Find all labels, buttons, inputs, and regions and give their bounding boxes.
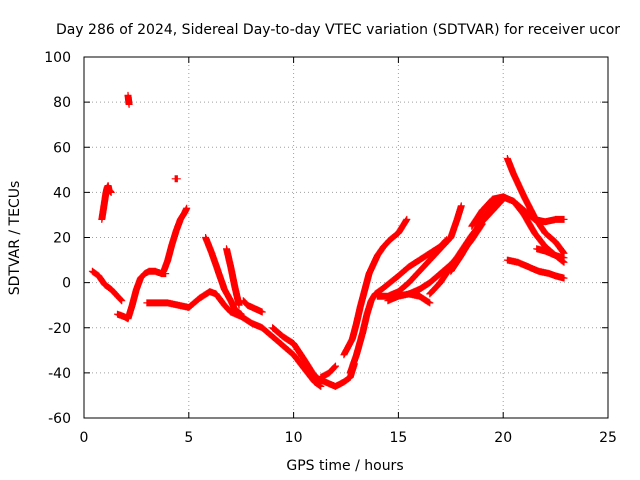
y-tick-label: 80 xyxy=(53,95,71,111)
data-point-markers xyxy=(239,297,266,316)
plot-frame xyxy=(83,56,609,419)
data-points xyxy=(88,91,568,390)
y-tick-label: -60 xyxy=(48,411,71,427)
grid xyxy=(84,57,608,418)
data-point-markers xyxy=(114,267,170,323)
series-arc4 xyxy=(124,91,133,108)
series-arc3 xyxy=(98,182,115,223)
series-arc23 xyxy=(503,256,568,282)
x-tick-label: 0 xyxy=(80,430,89,446)
data-point-markers xyxy=(533,245,568,262)
data-point-markers xyxy=(171,175,181,183)
series-arc10 xyxy=(239,297,266,316)
y-axis-ticks: -60 -40 -20 0 20 40 60 80 100 xyxy=(44,50,608,427)
series-arc6 xyxy=(160,204,191,275)
x-tick-label: 20 xyxy=(494,430,512,446)
series-arc1 xyxy=(88,267,126,305)
series-arc2 xyxy=(114,267,170,323)
series-arc22 xyxy=(503,155,568,257)
data-point-markers xyxy=(143,288,325,390)
series-arc13 xyxy=(317,362,339,381)
series-arc14 xyxy=(340,215,411,359)
data-point-markers xyxy=(340,215,411,359)
y-tick-label: -20 xyxy=(48,321,71,337)
data-point-markers xyxy=(124,91,133,108)
data-point-markers xyxy=(317,362,339,381)
data-point-markers xyxy=(98,182,115,223)
data-point-markers xyxy=(346,236,451,377)
y-tick-label: 100 xyxy=(44,50,71,66)
series-arc7 xyxy=(171,175,181,183)
x-tick-label: 15 xyxy=(389,430,407,446)
series-arc16 xyxy=(373,202,465,300)
series-arc9 xyxy=(223,245,243,309)
y-tick-label: 20 xyxy=(53,231,71,247)
data-point-markers xyxy=(160,204,191,275)
data-point-markers xyxy=(202,234,245,318)
x-tick-label: 5 xyxy=(184,430,193,446)
y-tick-label: 0 xyxy=(62,276,71,292)
chart-title: Day 286 of 2024, Sidereal Day-to-day VTE… xyxy=(56,22,620,38)
y-tick-label: 60 xyxy=(53,140,71,156)
series-arc5 xyxy=(143,288,325,390)
data-point-markers xyxy=(373,202,465,300)
x-axis-ticks: 0 5 10 15 20 25 xyxy=(80,57,617,446)
y-tick-label: -40 xyxy=(48,366,71,382)
data-point-markers xyxy=(503,256,568,282)
y-axis-label: SDTVAR / TECUs xyxy=(7,181,23,296)
y-tick-label: 40 xyxy=(53,185,71,201)
series-arc24 xyxy=(533,245,568,262)
data-point-markers xyxy=(88,267,126,305)
data-point-markers xyxy=(503,155,568,257)
series-arc8 xyxy=(202,234,245,318)
x-tick-label: 25 xyxy=(599,430,617,446)
data-point-markers xyxy=(223,245,243,309)
series-arc15 xyxy=(346,236,451,377)
x-axis-label: GPS time / hours xyxy=(286,458,403,474)
x-tick-label: 10 xyxy=(285,430,303,446)
